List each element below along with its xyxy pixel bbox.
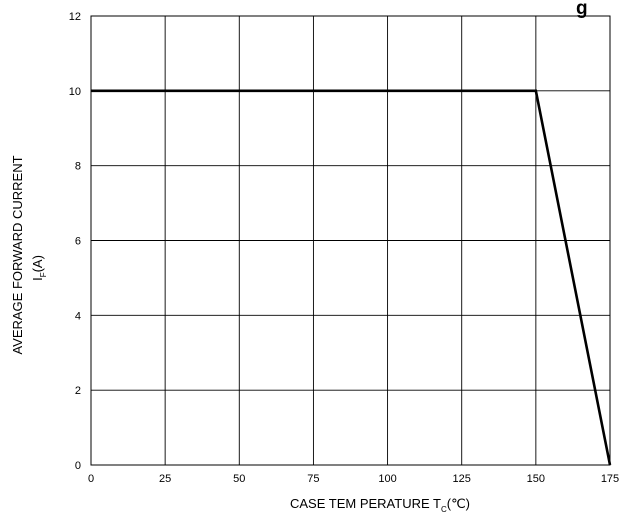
- x-tick-label-100: 100: [378, 473, 396, 485]
- y-axis-title-line2-unit: (A): [30, 255, 45, 272]
- x-axis-title-unit: (℃): [447, 496, 470, 511]
- x-axis-title: CASE TEM PERATURE TC(℃): [290, 496, 470, 514]
- x-tick-label-175: 175: [601, 473, 619, 485]
- y-tick-label-12: 12: [69, 11, 81, 23]
- series-layer: [91, 89, 612, 466]
- y-axis-title-line1: AVERAGE FORWARD CURRENT: [10, 155, 25, 354]
- y-axis-title-line2-sub: F: [39, 272, 48, 277]
- x-tick-label-0: 0: [88, 473, 94, 485]
- y-tick-label-4: 4: [75, 310, 81, 322]
- y-axis-title-line2-main: I: [30, 277, 45, 281]
- derating-curve-0: [91, 89, 612, 466]
- x-tick-label-125: 125: [453, 473, 471, 485]
- x-axis-title-sub: C: [441, 505, 447, 514]
- y-tick-label-2: 2: [75, 385, 81, 397]
- x-tick-label-25: 25: [159, 473, 171, 485]
- grid: [90, 15, 611, 466]
- x-tick-label-50: 50: [233, 473, 245, 485]
- y-tick-label-6: 6: [75, 236, 81, 248]
- y-tick-labels: 0 2 4 6 8 10 12: [69, 11, 81, 472]
- y-tick-label-10: 10: [69, 86, 81, 98]
- y-axis-title-line2: IF(A): [30, 255, 48, 281]
- x-tick-labels: 0 25 50 75 100 125 150 175: [88, 473, 619, 485]
- y-tick-label-8: 8: [75, 161, 81, 173]
- x-tick-label-75: 75: [307, 473, 319, 485]
- x-axis-title-main: CASE TEM PERATURE T: [290, 496, 441, 511]
- y-tick-label-0: 0: [75, 460, 81, 472]
- plot-frame: [90, 15, 611, 466]
- chart-title-fragment: g: [576, 0, 588, 19]
- x-tick-label-150: 150: [527, 473, 545, 485]
